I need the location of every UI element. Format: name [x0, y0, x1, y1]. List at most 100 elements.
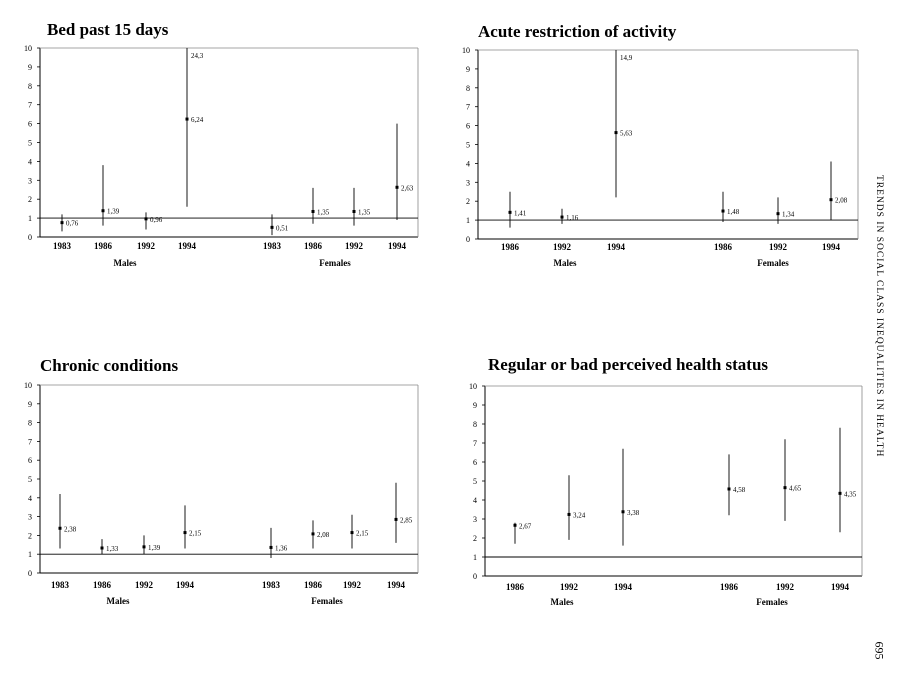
data-point: [776, 212, 780, 216]
data-point: [144, 217, 148, 221]
data-label: 1,39: [148, 544, 161, 552]
data-point: [560, 215, 564, 219]
data-point: [838, 491, 842, 495]
running-header: TRENDS IN SOCIAL CLASS INEQUALITIES IN H…: [874, 175, 884, 458]
data-point: [352, 209, 356, 213]
data-label: 2,08: [317, 531, 330, 539]
x-tick-label: 1986: [304, 241, 323, 251]
data-label: 1,33: [106, 545, 119, 553]
data-point: [721, 209, 725, 213]
x-tick-label: 1992: [553, 242, 572, 252]
data-label: 2,63: [401, 184, 414, 192]
y-tick-label: 0: [28, 569, 32, 578]
x-tick-label: 1994: [607, 242, 626, 252]
data-point: [100, 546, 104, 550]
y-tick-label: 2: [28, 195, 32, 204]
data-point: [101, 209, 105, 213]
y-tick-label: 8: [28, 419, 32, 428]
data-label: 4,35: [844, 490, 857, 498]
data-label-upper: 14,9: [620, 54, 633, 62]
group-label: Males: [551, 597, 574, 607]
y-tick-label: 8: [473, 420, 477, 429]
data-label: 2,15: [189, 530, 202, 538]
data-label-upper: 24,3: [191, 52, 204, 60]
x-tick-label: 1986: [506, 582, 525, 592]
x-tick-label: 1994: [387, 580, 406, 590]
data-label: 2,15: [356, 530, 369, 538]
x-tick-label: 1994: [831, 582, 850, 592]
y-tick-label: 4: [466, 159, 470, 168]
data-label: 4,58: [733, 486, 746, 494]
data-point: [58, 526, 62, 530]
data-label: 0,76: [66, 220, 79, 228]
x-tick-label: 1983: [262, 580, 281, 590]
chart-title-acute: Acute restriction of activity: [478, 22, 677, 41]
y-tick-label: 7: [466, 103, 470, 112]
x-tick-label: 1986: [501, 242, 520, 252]
x-tick-label: 1992: [135, 580, 154, 590]
data-point: [311, 532, 315, 536]
data-point: [513, 523, 517, 527]
x-tick-label: 1983: [263, 241, 282, 251]
data-point: [727, 487, 731, 491]
y-tick-label: 10: [469, 382, 477, 391]
x-tick-label: 1992: [345, 241, 364, 251]
data-point: [508, 210, 512, 214]
y-tick-label: 9: [466, 65, 470, 74]
data-label: 1,35: [317, 208, 330, 216]
y-tick-label: 9: [28, 400, 32, 409]
data-point: [829, 198, 833, 202]
y-tick-label: 1: [28, 550, 32, 559]
data-point: [142, 545, 146, 549]
y-tick-label: 3: [28, 513, 32, 522]
y-tick-label: 1: [473, 553, 477, 562]
data-label: 0,51: [276, 224, 289, 232]
data-label: 1,34: [782, 211, 795, 219]
y-tick-label: 1: [28, 214, 32, 223]
data-point: [614, 131, 618, 135]
data-label: 1,36: [275, 544, 288, 552]
x-tick-label: 1994: [178, 241, 197, 251]
chart-title-bed: Bed past 15 days: [47, 20, 169, 39]
y-tick-label: 6: [28, 456, 32, 465]
y-tick-label: 3: [473, 515, 477, 524]
chart-title-chronic: Chronic conditions: [40, 356, 179, 375]
y-tick-label: 5: [473, 477, 477, 486]
y-tick-label: 0: [466, 235, 470, 244]
x-tick-label: 1992: [343, 580, 362, 590]
x-tick-label: 1994: [614, 582, 633, 592]
data-point: [270, 225, 274, 229]
y-tick-label: 10: [24, 381, 32, 390]
y-tick-label: 6: [473, 458, 477, 467]
data-label: 2,38: [64, 525, 77, 533]
data-point: [185, 117, 189, 121]
x-tick-label: 1983: [51, 580, 70, 590]
x-tick-label: 1986: [714, 242, 733, 252]
x-tick-label: 1994: [388, 241, 407, 251]
data-point: [567, 512, 571, 516]
y-tick-label: 10: [24, 44, 32, 53]
y-tick-label: 4: [473, 496, 477, 505]
y-tick-label: 2: [28, 531, 32, 540]
data-label: 2,85: [400, 516, 413, 524]
data-label: 1,39: [107, 208, 120, 216]
y-tick-label: 5: [466, 141, 470, 150]
data-point: [350, 531, 354, 535]
y-tick-label: 5: [28, 475, 32, 484]
data-point: [621, 510, 625, 514]
data-label: 1,16: [566, 214, 579, 222]
x-tick-label: 1986: [720, 582, 739, 592]
data-point: [269, 545, 273, 549]
x-tick-label: 1983: [53, 241, 72, 251]
y-tick-label: 0: [28, 233, 32, 242]
page-number: 695: [872, 641, 887, 660]
data-point: [394, 517, 398, 521]
y-tick-label: 8: [28, 82, 32, 91]
y-tick-label: 6: [466, 122, 470, 131]
y-tick-label: 0: [473, 572, 477, 581]
data-point: [183, 531, 187, 535]
y-tick-label: 1: [466, 216, 470, 225]
data-point: [60, 221, 64, 225]
y-tick-label: 2: [473, 534, 477, 543]
